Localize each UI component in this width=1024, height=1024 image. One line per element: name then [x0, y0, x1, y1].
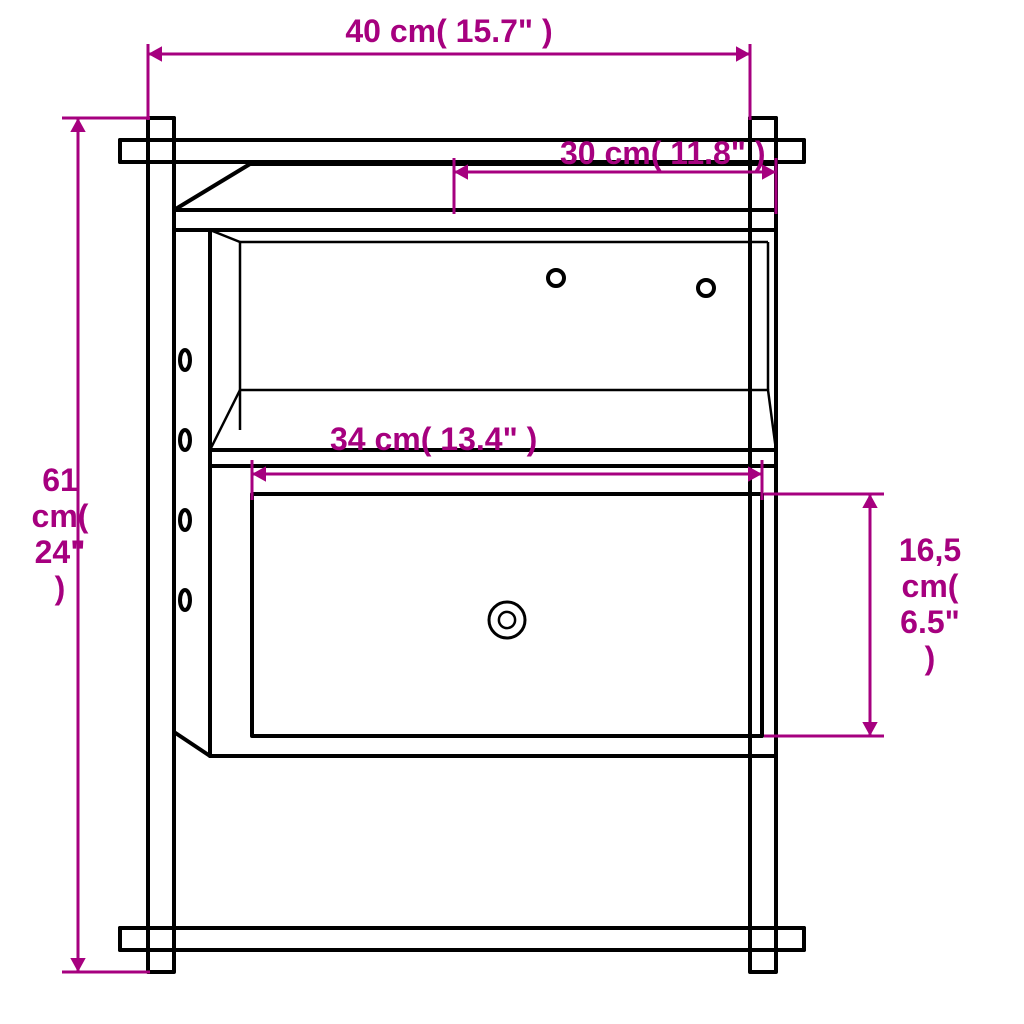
svg-text:16,5: 16,5: [899, 532, 961, 568]
dim-drawer-width: 34 cm( 13.4" ): [330, 421, 537, 457]
svg-text:6.5": 6.5": [900, 604, 960, 640]
dim-drawer-height: 16,5cm(6.5"): [899, 532, 961, 676]
svg-text:cm(: cm(: [902, 568, 959, 604]
dim-height-total: 61cm(24"): [32, 462, 89, 606]
dim-depth: 30 cm( 11.8" ): [560, 135, 766, 171]
svg-text:): ): [55, 570, 66, 606]
product-drawing: [120, 118, 804, 972]
svg-text:24": 24": [35, 534, 86, 570]
svg-text:): ): [925, 640, 936, 676]
svg-text:61: 61: [42, 462, 78, 498]
dim-width-total: 40 cm( 15.7" ): [345, 13, 552, 49]
svg-text:cm(: cm(: [32, 498, 89, 534]
